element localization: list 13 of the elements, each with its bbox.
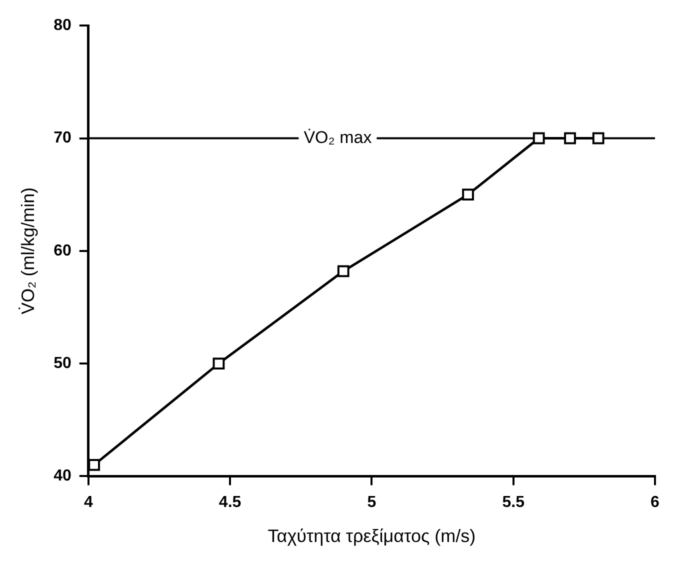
x-tick-label: 6 — [650, 494, 660, 512]
y-tick-label: 40 — [54, 468, 72, 485]
ref-line-label: V̇O₂ max — [304, 128, 372, 147]
y-tick-label: 80 — [54, 17, 72, 34]
y-tick-label: 60 — [54, 242, 72, 260]
x-tick-label: 5 — [367, 494, 376, 512]
y-axis-title: V̇O₂ (ml/kg/min) — [18, 187, 38, 314]
x-axis-title: Ταχύτητα τρεξίματος (m/s) — [268, 526, 476, 546]
y-tick-label: 50 — [54, 354, 72, 372]
x-tick-label: 4 — [84, 494, 93, 512]
x-tick-label: 5.5 — [502, 494, 525, 512]
y-tick-label: 70 — [54, 130, 72, 147]
x-tick-label: 4.5 — [218, 494, 242, 512]
